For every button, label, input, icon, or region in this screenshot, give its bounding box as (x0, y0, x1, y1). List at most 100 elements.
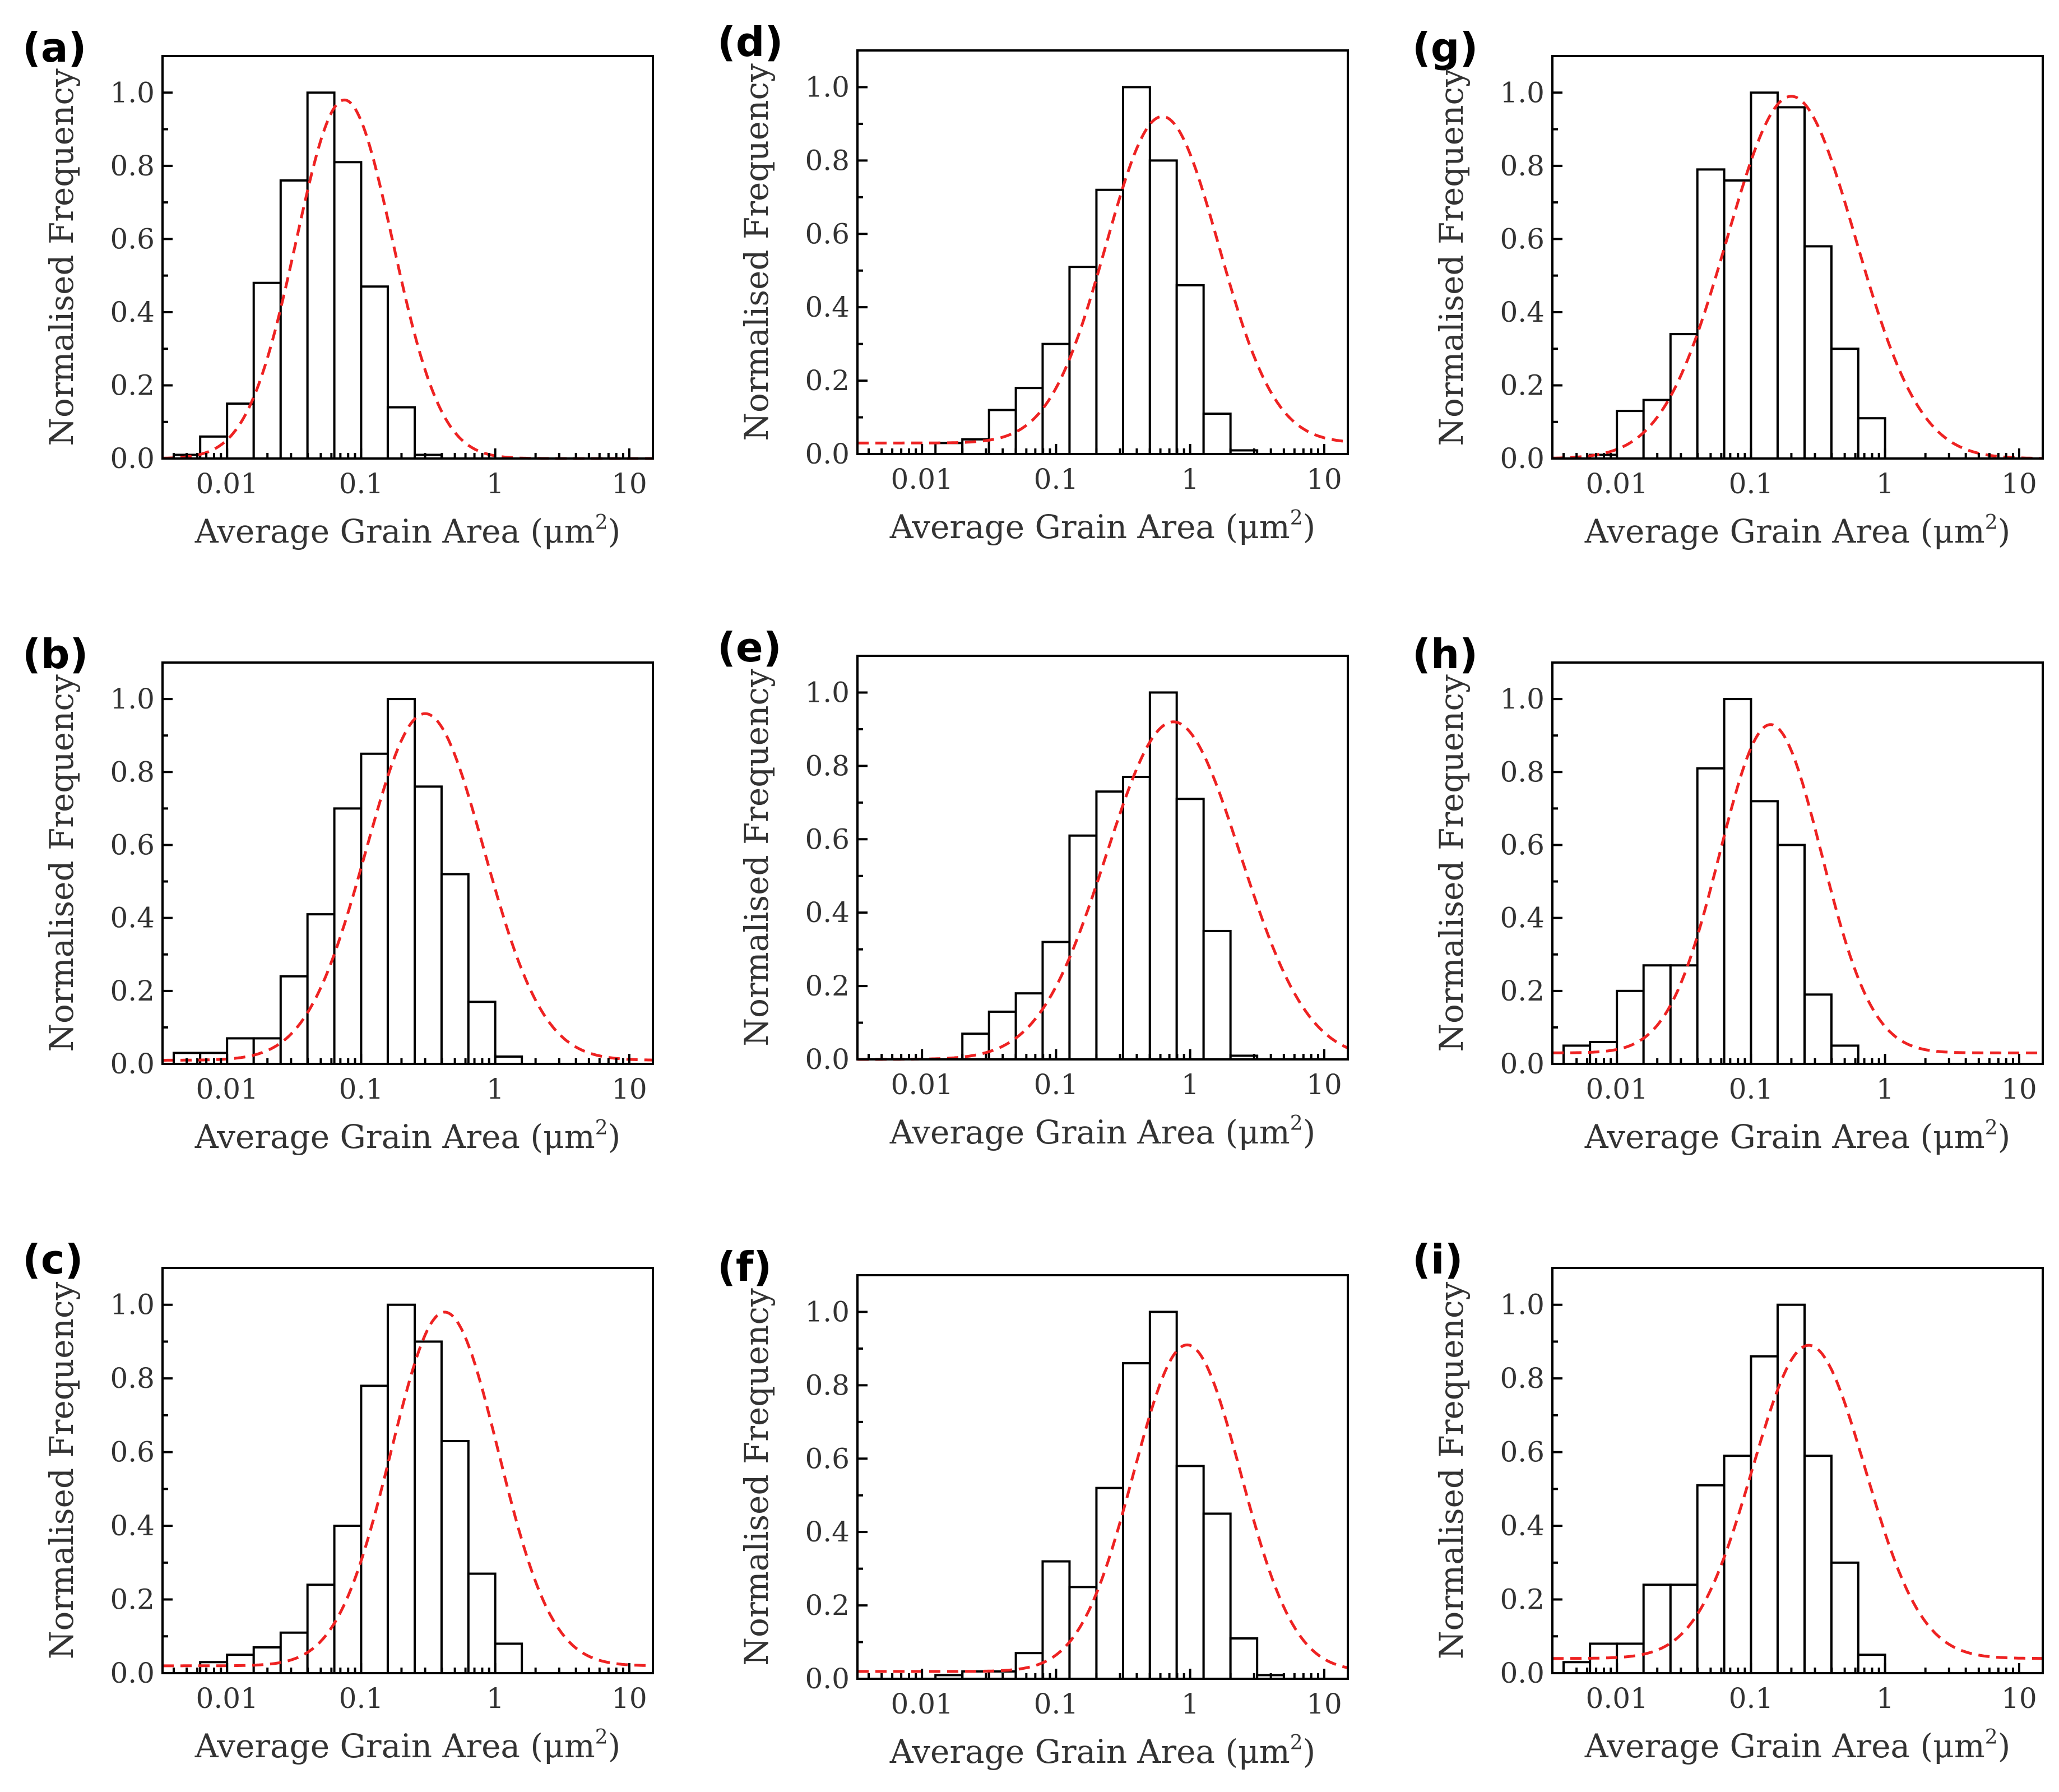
y-axis-label: Normalised Frequency (43, 674, 81, 1052)
fit-curve (162, 98, 653, 460)
y-tick-label: 0.2 (110, 975, 155, 1007)
histogram-bar (1642, 399, 1672, 460)
x-axis-label-tail: ) (1303, 508, 1316, 546)
y-axis-label: Normalised Frequency (1432, 674, 1471, 1052)
histogram-bar (1175, 798, 1205, 1061)
plot-frame (161, 661, 654, 1065)
histogram-bar (1642, 1583, 1672, 1675)
y-tick-label: 0.8 (805, 749, 850, 782)
panel-label: (f) (717, 1243, 772, 1290)
chart-panel-f: (f) 0.0 0.2 0.4 0.6 0.8 1.0 0.01 0.1 1 10 Average G… (717, 1243, 1349, 1771)
x-axis-label: Average Grain Area (μm2) (1584, 1117, 2011, 1156)
y-tick-label: 0.2 (805, 1589, 850, 1622)
chart-panel-d: (d) 0.0 0.2 0.4 0.6 0.8 1.0 0.01 0.1 1 10 Average G… (717, 18, 1349, 546)
chart-panel-b: (b) 0.0 0.2 0.4 0.6 0.8 1.0 0.01 0.1 1 10 Average G… (22, 631, 654, 1156)
y-tick-label: 0.4 (805, 1516, 850, 1548)
histogram-bar (1175, 284, 1205, 455)
y-tick-label: 0.4 (110, 296, 155, 328)
histogram-bar (333, 807, 363, 1065)
histogram-bar (1121, 86, 1151, 456)
y-tick-label: 0.8 (110, 1362, 155, 1395)
y-axis-label: Normalised Frequency (738, 1288, 776, 1666)
histogram-bar (360, 1384, 389, 1675)
y-tick-label: 0.4 (1500, 296, 1545, 328)
histogram-bar (333, 161, 363, 460)
fit-curve (163, 712, 653, 1062)
panel-label: (c) (22, 1236, 84, 1283)
histogram-bar (1696, 1484, 1726, 1675)
chart-panel-g: (g) 0.0 0.2 0.4 0.6 0.8 1.0 0.01 0.1 1 10 Average G… (1412, 24, 2044, 550)
y-tick-label: 0.2 (110, 1583, 155, 1616)
histogram-bar (1776, 106, 1806, 460)
y-axis-label: Normalised Frequency (43, 1282, 81, 1660)
x-tick-label: 10 (1306, 1688, 1342, 1720)
x-axis-label-main: Average Grain Area (μm (194, 1727, 595, 1765)
plot-frame (856, 655, 1349, 1061)
histogram-bar (467, 1572, 497, 1675)
x-axis-label-sup: 2 (1985, 511, 1998, 534)
x-axis-label-tail: ) (1303, 1733, 1316, 1771)
y-tick-label: 0.4 (805, 896, 850, 929)
y-tick-label: 0.6 (1500, 223, 1545, 255)
x-axis-label: Average Grain Area (μm2) (1584, 1726, 2011, 1765)
x-axis-label: Average Grain Area (μm2) (889, 507, 1316, 546)
fit-curve (1552, 723, 2043, 1054)
histogram-bar (1669, 333, 1699, 460)
plot-frame (161, 55, 654, 460)
histogram-bar (1014, 387, 1044, 456)
x-axis-label: Average Grain Area (μm2) (889, 1731, 1316, 1771)
x-axis-label-sup: 2 (1985, 1117, 1998, 1140)
y-tick-label: 0.0 (805, 438, 850, 470)
x-axis-label-sup: 2 (595, 511, 608, 534)
y-tick-label: 0.0 (110, 442, 155, 475)
y-tick-label: 0.2 (1500, 975, 1545, 1007)
histogram-bar (1121, 776, 1151, 1061)
y-axis-label: Normalised Frequency (738, 63, 776, 441)
histogram-bar (1616, 989, 1645, 1066)
histogram-bar (1803, 245, 1833, 460)
x-tick-label: 0.1 (1729, 467, 1774, 500)
x-axis-label-tail: ) (608, 1727, 621, 1765)
x-axis-label-sup: 2 (595, 1117, 608, 1140)
y-tick-label: 1.0 (1500, 76, 1545, 109)
plot-frame (161, 1267, 654, 1674)
x-tick-label: 0.1 (1034, 1688, 1079, 1720)
y-tick-label: 0.6 (805, 217, 850, 250)
x-tick-label: 0.1 (339, 1073, 384, 1105)
x-tick-label: 10 (611, 1682, 647, 1715)
histogram-bar (1148, 159, 1178, 455)
histogram-bar (386, 1303, 416, 1674)
histogram-bar (1095, 188, 1124, 455)
x-tick-label: 0.01 (196, 1682, 258, 1715)
histogram-bar (1750, 800, 1779, 1065)
x-tick-label: 0.01 (1586, 467, 1648, 500)
x-axis-label-main: Average Grain Area (μm (889, 1733, 1290, 1771)
y-tick-label: 0.2 (1500, 1583, 1545, 1616)
x-tick-label: 0.01 (891, 1068, 953, 1101)
y-tick-label: 0.4 (110, 902, 155, 934)
plot-frame (856, 49, 1349, 455)
y-tick-label: 1.0 (805, 71, 850, 103)
x-tick-label: 1 (1876, 467, 1894, 500)
y-tick-label: 0.6 (1500, 828, 1545, 861)
x-tick-label: 10 (1306, 1068, 1342, 1101)
y-tick-label: 0.6 (1500, 1436, 1545, 1469)
x-axis-label-main: Average Grain Area (μm (889, 508, 1290, 546)
y-tick-label: 0.2 (805, 970, 850, 1002)
histogram-bar (279, 1631, 309, 1674)
histogram-bar (1830, 348, 1859, 460)
histogram-bar (467, 1001, 497, 1066)
y-tick-label: 0.0 (110, 1657, 155, 1689)
x-axis-label: Average Grain Area (μm2) (194, 1117, 621, 1156)
fit-curve (857, 115, 1348, 444)
histogram-bar (226, 1037, 255, 1066)
x-axis-label-main: Average Grain Area (μm (1584, 1727, 1985, 1765)
x-axis-label-sup: 2 (1290, 1731, 1303, 1754)
x-tick-label: 0.1 (1729, 1073, 1774, 1105)
histogram-bar (279, 179, 309, 460)
histogram-bar (1616, 1642, 1645, 1675)
x-axis-label-tail: ) (608, 512, 621, 550)
x-axis-label-main: Average Grain Area (μm (1584, 1118, 1985, 1156)
y-tick-label: 1.0 (110, 683, 155, 715)
